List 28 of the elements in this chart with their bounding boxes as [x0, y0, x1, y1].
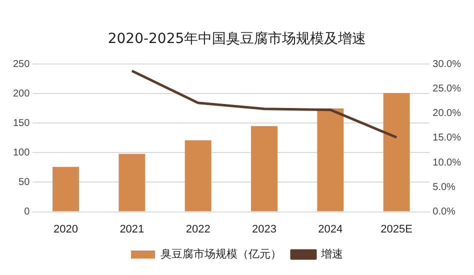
y2-tick-label: 30.0%: [432, 58, 462, 70]
y-tick-label: 50: [18, 176, 30, 188]
y2-tick-label: 0.0%: [432, 206, 456, 218]
x-tick-label: 2022: [186, 223, 210, 236]
bar: [317, 108, 344, 212]
y-tick-label: 250: [12, 58, 30, 70]
bar: [251, 126, 278, 212]
y2-tick-label: 10.0%: [432, 157, 462, 168]
y-tick-label: 0: [24, 206, 30, 218]
x-tick-label: 2024: [318, 223, 343, 236]
bar: [118, 154, 146, 212]
x-tick-label: 2020: [54, 223, 78, 236]
legend-label: 增速: [320, 248, 343, 261]
y-tick-label: 100: [12, 147, 30, 158]
chart-title: 2020-2025年中国臭豆腐市场规模及增速: [106, 30, 368, 48]
y-tick-label: 150: [12, 118, 30, 129]
y-tick-label: 200: [12, 88, 30, 100]
bar: [184, 140, 212, 212]
y2-tick-label: 15.0%: [432, 132, 462, 144]
y2-tick-label: 25.0%: [432, 83, 462, 94]
bar: [52, 166, 79, 212]
legend-label: 臭豆腐市场规模（亿元）: [160, 248, 282, 261]
x-tick-label: 2021: [120, 223, 144, 236]
y2-tick-label: 5.0%: [432, 182, 456, 193]
x-tick-label: 2023: [252, 223, 276, 236]
x-tick-label: 2025E: [380, 223, 412, 236]
y2-tick-label: 20.0%: [432, 108, 462, 120]
bar: [383, 92, 410, 212]
